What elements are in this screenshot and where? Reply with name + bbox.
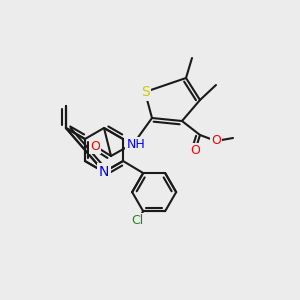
Text: O: O — [90, 140, 100, 152]
Text: O: O — [190, 145, 200, 158]
Text: NH: NH — [127, 139, 146, 152]
Text: N: N — [99, 165, 109, 179]
Text: Cl: Cl — [131, 214, 144, 227]
Text: S: S — [141, 85, 149, 99]
Text: O: O — [211, 134, 221, 148]
